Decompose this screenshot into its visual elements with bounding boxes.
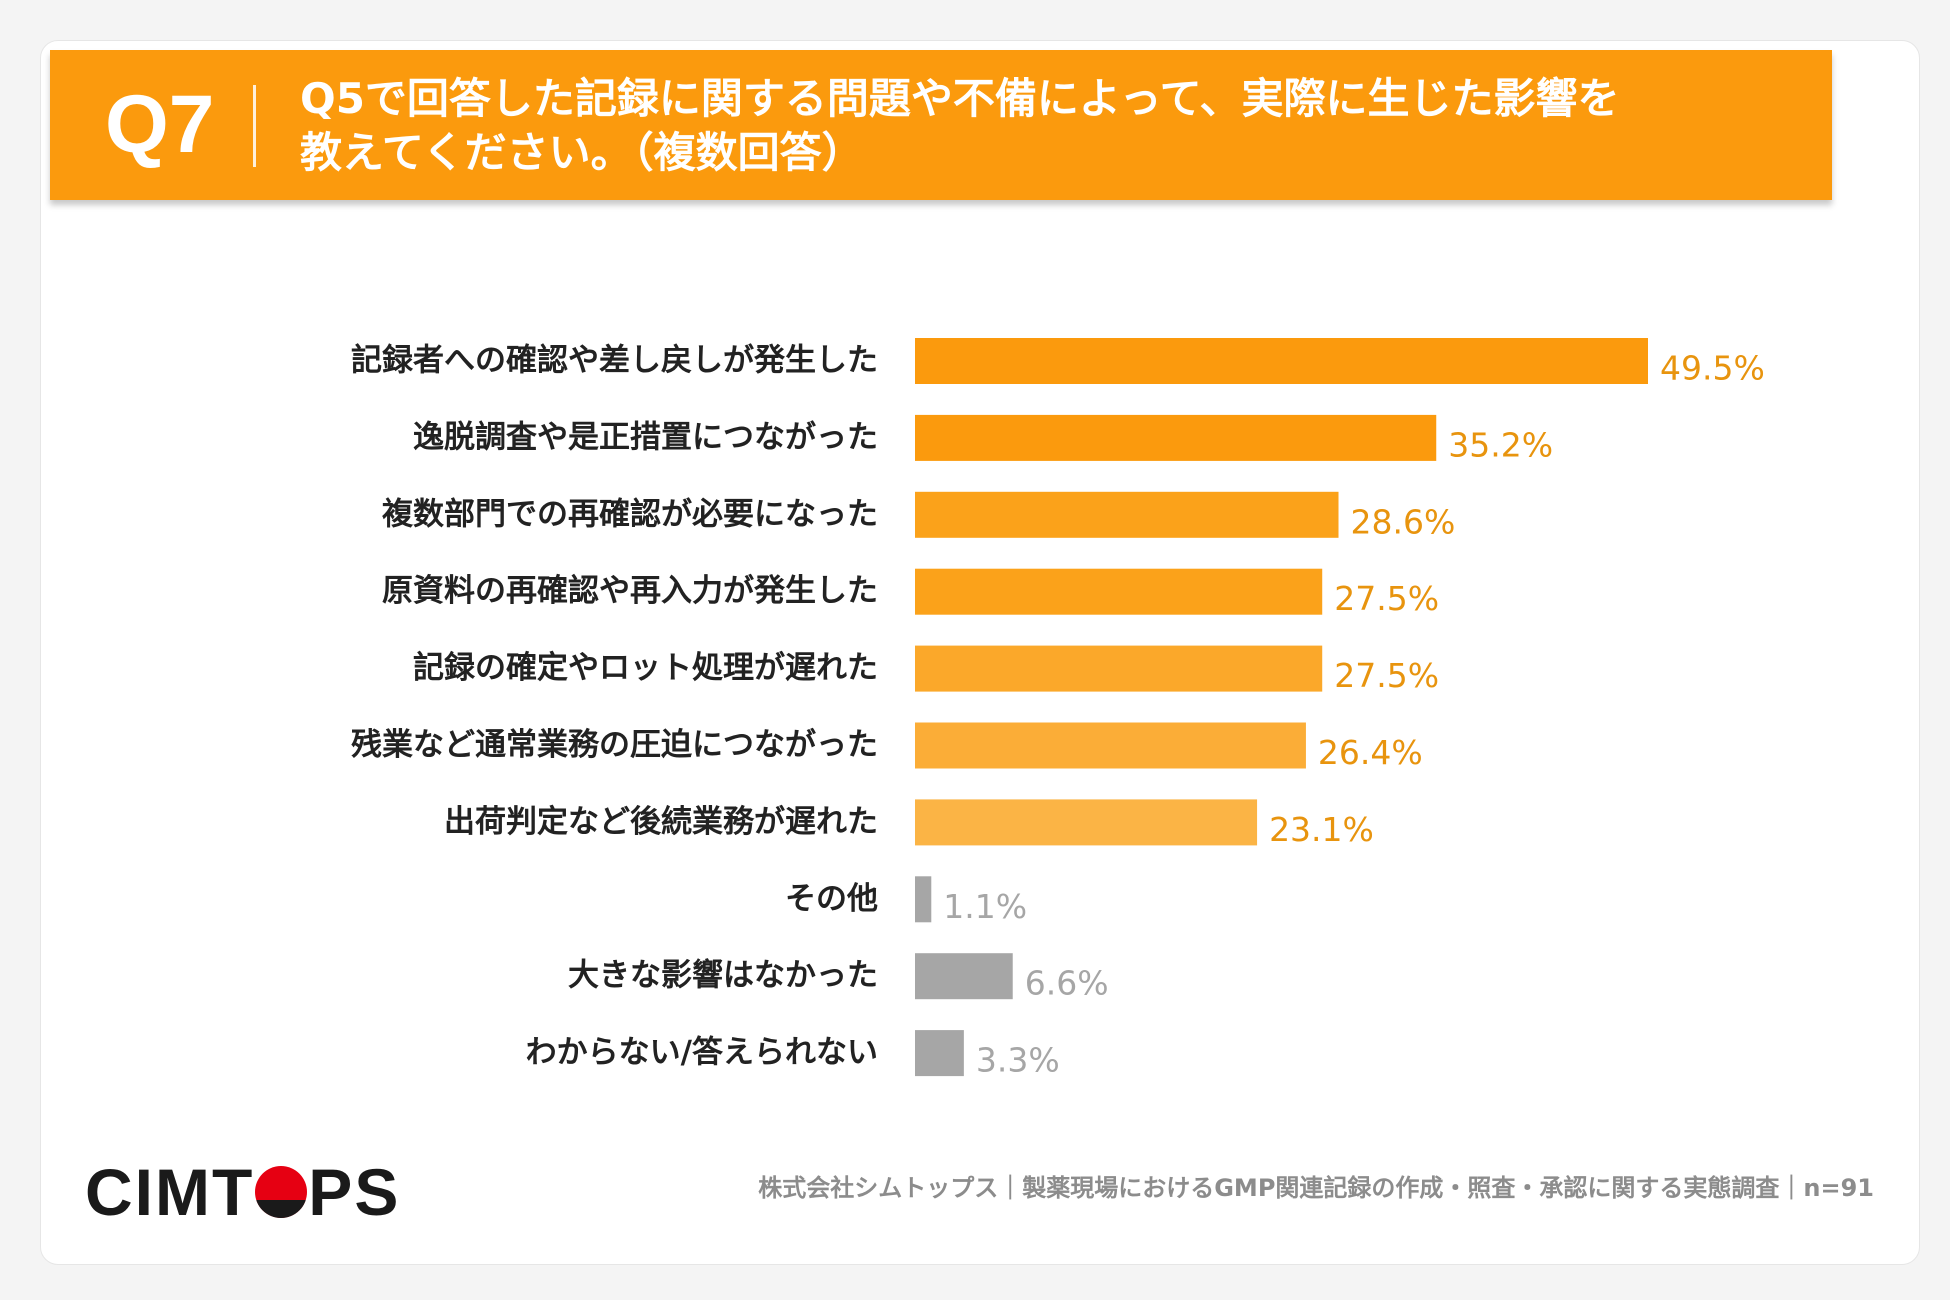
category-label: 原資料の再確認や再入力が発生した bbox=[382, 573, 878, 609]
question-title: Q5で回答した記録に関する問題や不備によって、実際に生じた影響を 教えてください… bbox=[300, 72, 1800, 180]
value-label: 1.1% bbox=[943, 887, 1027, 926]
bar bbox=[915, 953, 1013, 1000]
bar bbox=[915, 491, 1339, 538]
banner-divider bbox=[253, 85, 256, 167]
category-label: わからない/答えられない bbox=[526, 1035, 878, 1071]
category-label: 逸脱調査や是正措置につながった bbox=[413, 419, 878, 455]
logo-o-mark bbox=[255, 1166, 308, 1218]
value-label: 23.1% bbox=[1269, 810, 1374, 849]
category-label: 大きな影響はなかった bbox=[568, 958, 878, 994]
value-label: 3.3% bbox=[976, 1041, 1060, 1080]
bar bbox=[915, 1030, 964, 1077]
bar bbox=[915, 799, 1258, 846]
bar bbox=[915, 338, 1648, 384]
value-label: 35.2% bbox=[1448, 425, 1553, 464]
bar bbox=[915, 414, 1437, 461]
bar bbox=[915, 876, 932, 923]
value-label: 49.5% bbox=[1660, 349, 1765, 388]
category-label: 記録者への確認や差し戻しが発生した bbox=[351, 343, 878, 379]
question-banner: Q7 Q5で回答した記録に関する問題や不備によって、実際に生じた影響を 教えてく… bbox=[50, 50, 1832, 200]
value-label: 27.5% bbox=[1334, 579, 1439, 618]
category-label: 出荷判定など後続業務が遅れた bbox=[444, 804, 878, 840]
question-title-line2: 教えてください。（複数回答） bbox=[300, 128, 864, 177]
bar bbox=[915, 568, 1323, 615]
category-label: 複数部門での再確認が必要になった bbox=[382, 496, 878, 532]
category-label: その他 bbox=[785, 881, 878, 917]
question-title-line1: Q5で回答した記録に関する問題や不備によって、実際に生じた影響を bbox=[300, 74, 1620, 123]
category-label: 残業など通常業務の圧迫につながった bbox=[351, 727, 878, 763]
value-label: 26.4% bbox=[1318, 733, 1423, 772]
bar bbox=[915, 722, 1306, 769]
cimtops-logo: CIMT PS bbox=[85, 1155, 401, 1229]
category-label: 記録の確定やロット処理が遅れた bbox=[413, 650, 878, 686]
value-label: 28.6% bbox=[1351, 502, 1456, 541]
value-label: 27.5% bbox=[1334, 656, 1439, 695]
value-label: 6.6% bbox=[1025, 964, 1109, 1003]
question-number: Q7 bbox=[105, 79, 215, 170]
bar bbox=[915, 645, 1323, 692]
footer-source: 株式会社シムトップス｜製薬現場におけるGMP関連記録の作成・照査・承認に関する実… bbox=[758, 1174, 1874, 1202]
